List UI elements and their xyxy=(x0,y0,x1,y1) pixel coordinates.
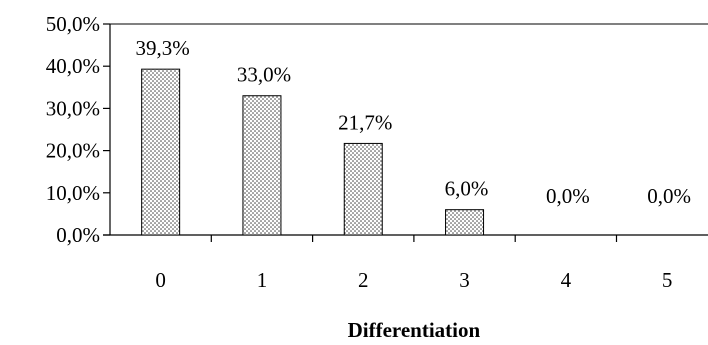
x-tick-label: 0 xyxy=(155,268,166,292)
bar-value-label: 0,0% xyxy=(647,184,691,208)
y-tick-label: 20,0% xyxy=(46,139,100,163)
x-tick-label: 1 xyxy=(257,268,268,292)
y-tick-label: 40,0% xyxy=(46,54,100,78)
bar xyxy=(445,209,485,236)
bar-value-label: 21,7% xyxy=(338,110,392,134)
x-tick-label: 2 xyxy=(358,268,369,292)
y-tick-label: 30,0% xyxy=(46,96,100,120)
x-tick-label: 5 xyxy=(662,268,673,292)
y-tick-label: 0,0% xyxy=(56,223,100,247)
bar xyxy=(242,95,282,236)
y-tick-label: 10,0% xyxy=(46,181,100,205)
bar xyxy=(141,68,181,236)
x-tick-label: 3 xyxy=(459,268,470,292)
bar xyxy=(343,142,383,236)
plot-area: 0,0%10,0%20,0%30,0%40,0%50,0%39,3%033,0%… xyxy=(46,12,708,292)
bar-value-label: 33,0% xyxy=(237,63,291,87)
x-axis-title: Differentiation xyxy=(348,318,481,342)
bar-value-label: 0,0% xyxy=(546,184,590,208)
x-tick-label: 4 xyxy=(561,268,572,292)
y-tick-label: 50,0% xyxy=(46,12,100,36)
bar-value-label: 6,0% xyxy=(445,177,489,201)
bar-value-label: 39,3% xyxy=(136,36,190,60)
